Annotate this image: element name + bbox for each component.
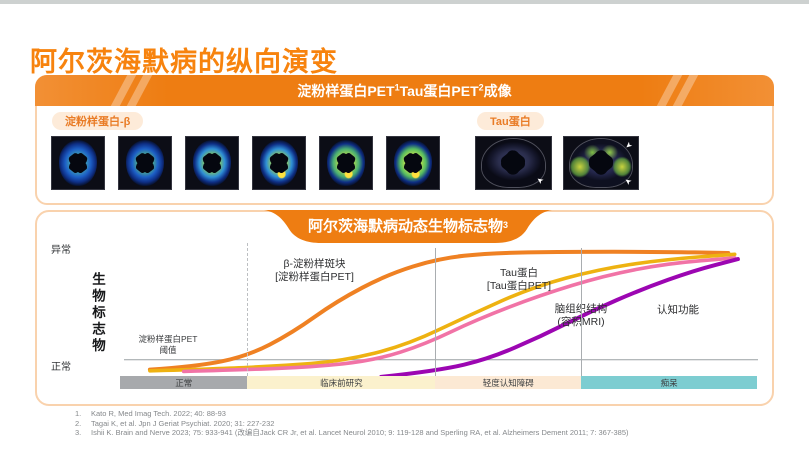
header-ribbon-shape bbox=[264, 210, 552, 243]
imaging-panel-header: 淀粉样蛋白PET1Tau蛋白PET2成像 bbox=[35, 75, 774, 106]
stage-band-3: 轻度认知障碍 bbox=[435, 376, 582, 389]
biomarker-panel-title: 阿尔茨海默病动态生物标志物 3 bbox=[307, 217, 509, 235]
y-axis-label-abnormal: 异常 bbox=[51, 245, 71, 256]
mri-curve-label: 脑组织结构 (容积MRI) bbox=[554, 303, 608, 328]
y-axis-title: 生物标志物 bbox=[90, 272, 105, 355]
tau-pet-scan-1: ➤ bbox=[475, 136, 552, 190]
reference-item: 2. Tagai K, et al. Jpn J Geriat Psychiat… bbox=[75, 418, 275, 428]
stage-separator bbox=[581, 248, 583, 376]
amyloid-pet-scan-2 bbox=[118, 136, 172, 190]
pointer-arrow-icon: ➤ bbox=[535, 174, 546, 187]
amyloid-pet-scan-5 bbox=[319, 136, 373, 190]
stage-separator bbox=[435, 248, 437, 376]
tau-curve-label: Tau蛋白 [Tau蛋白PET] bbox=[486, 267, 552, 292]
reference-item: 3. Ishii K. Brain and Nerve 2023; 75: 93… bbox=[75, 428, 629, 438]
tau-protein-label: Tau蛋白 bbox=[477, 112, 544, 130]
biomarker-panel-header: 阿尔茨海默病动态生物标志物 3 bbox=[264, 210, 552, 243]
stage-band-2: 临床前研究 bbox=[247, 376, 436, 389]
stage-separator bbox=[247, 243, 249, 376]
top-divider-bar bbox=[0, 0, 809, 4]
y-axis-label-normal: 正常 bbox=[51, 362, 71, 373]
amyloid-pet-scan-4 bbox=[252, 136, 306, 190]
stage-band-1: 正常 bbox=[120, 376, 248, 389]
page-title: 阿尔茨海默病的纵向演变 bbox=[30, 47, 338, 78]
stage-band-4: 痴呆 bbox=[581, 376, 757, 389]
tau-pet-scan-2: ➤ ➤ bbox=[563, 136, 639, 190]
amyloid-curve-label: β-淀粉样斑块 [淀粉样蛋白PET] bbox=[275, 258, 354, 283]
pointer-arrow-icon: ➤ bbox=[623, 175, 634, 188]
biomarker-panel: 阿尔茨海默病动态生物标志物 3 异常 正常 生物标志物 淀粉样蛋白PET 阈值 β… bbox=[35, 210, 774, 406]
curves-svg bbox=[124, 249, 758, 379]
amyloid-beta-label: 淀粉样蛋白-β bbox=[52, 112, 144, 130]
amyloid-pet-scan-3 bbox=[185, 136, 239, 190]
amyloid-threshold-label: 淀粉样蛋白PET 阈值 bbox=[138, 334, 198, 355]
imaging-panel: 淀粉样蛋白PET1Tau蛋白PET2成像 淀粉样蛋白-β Tau蛋白 ➤ ➤ ➤ bbox=[35, 75, 774, 205]
amyloid-pet-scan-6 bbox=[386, 136, 440, 190]
cognition-curve-label: 认知功能 bbox=[657, 304, 699, 316]
amyloid-pet-scan-1 bbox=[51, 136, 105, 190]
chart-layer: 异常 正常 生物标志物 淀粉样蛋白PET 阈值 β-淀粉样斑块 [淀粉样蛋白PE… bbox=[37, 212, 772, 404]
reference-item: 1. Kato R, Med Imag Tech. 2022; 40: 88-9… bbox=[75, 409, 226, 418]
imaging-panel-title: 淀粉样蛋白PET1Tau蛋白PET2成像 bbox=[297, 81, 512, 99]
references: 1. Kato R, Med Imag Tech. 2022; 40: 88-9… bbox=[75, 409, 629, 438]
